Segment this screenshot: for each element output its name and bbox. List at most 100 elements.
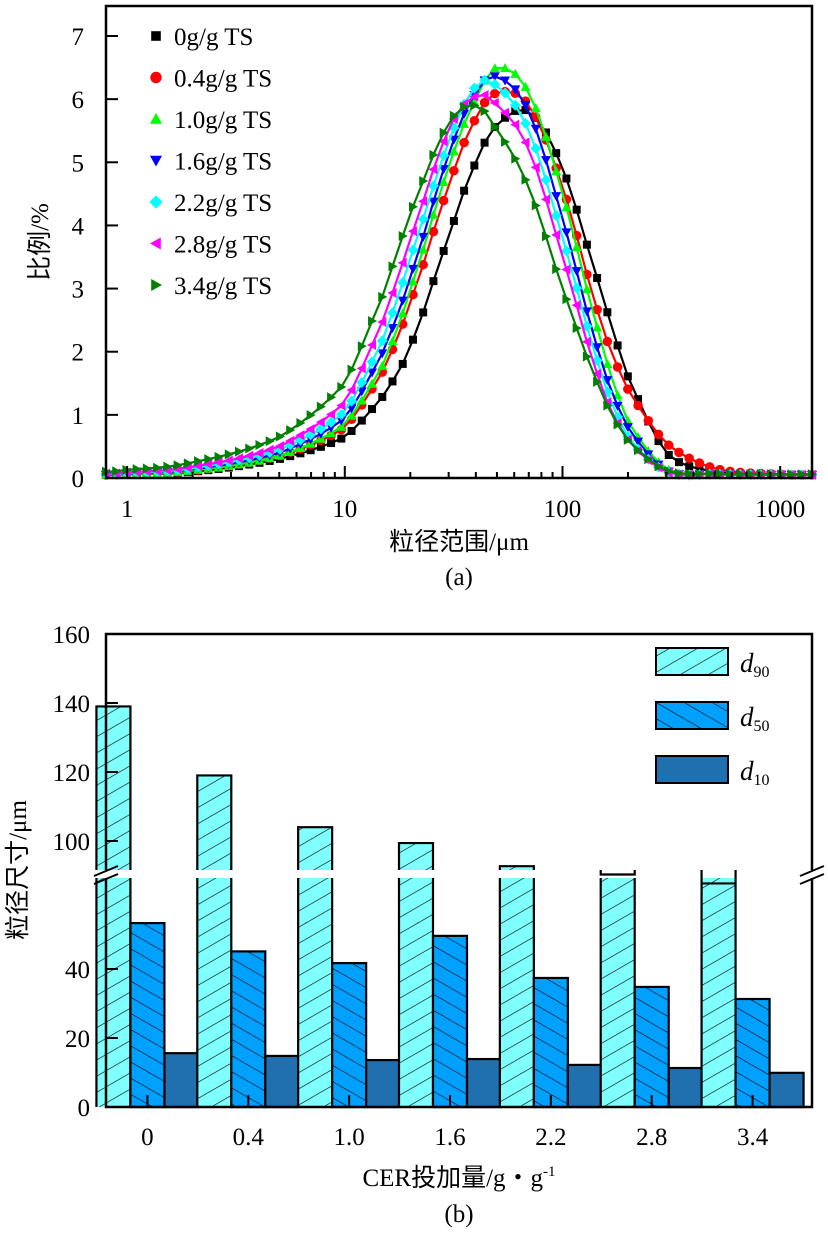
data-point (501, 136, 511, 147)
data-point (173, 460, 183, 471)
y-tick-label: 160 (53, 622, 91, 649)
bar-d50 (532, 976, 569, 1109)
data-point (274, 441, 284, 452)
data-point (418, 232, 429, 242)
data-point (489, 97, 499, 108)
data-point (245, 443, 255, 454)
bar-hatch (399, 878, 433, 1107)
data-point (664, 450, 673, 459)
data-point (439, 127, 449, 138)
data-point (571, 300, 581, 311)
data-point (592, 343, 603, 353)
data-point (500, 63, 511, 73)
bar-d10 (566, 1063, 603, 1109)
data-point (153, 462, 163, 473)
data-point (316, 442, 325, 451)
data-point (356, 387, 367, 397)
data-point (204, 454, 214, 465)
data-point (634, 395, 643, 404)
legend-item: d90 (655, 647, 770, 681)
data-point (561, 264, 571, 275)
legend-label: 3.4g/g TS (174, 273, 272, 300)
y-tick-label: 7 (72, 24, 85, 51)
data-point (356, 376, 368, 388)
x-tick-label: 2.2 (535, 1124, 566, 1151)
data-point (337, 434, 346, 443)
data-point (386, 307, 398, 319)
data-point (388, 261, 398, 272)
data-point (469, 91, 479, 102)
data-point (560, 245, 572, 257)
y-tick-label: 2 (72, 340, 85, 367)
bar-d90 (397, 841, 435, 1107)
y-tick-label: 140 (53, 691, 91, 718)
data-point (193, 460, 203, 471)
bar-hatch (231, 951, 266, 1107)
data-point (521, 106, 530, 115)
legend-marker (149, 195, 163, 209)
data-point (530, 162, 540, 173)
bar-d10 (667, 1066, 704, 1109)
data-point (254, 447, 264, 458)
data-point (326, 423, 337, 433)
data-point (285, 435, 295, 446)
bar-d10 (365, 1058, 402, 1109)
legend-label: 1.6g/g TS (174, 149, 272, 176)
data-point (613, 419, 623, 430)
data-point (581, 336, 591, 347)
data-point (674, 458, 683, 467)
bar-d90 (297, 826, 334, 1107)
axis-ticks: 0 1 2 3 4 5 6 7 1 10 100 1000 (72, 24, 806, 523)
data-point (418, 259, 428, 270)
data-point (316, 401, 326, 412)
data-point (428, 164, 438, 175)
data-point (551, 166, 562, 176)
data-point (336, 421, 347, 431)
bar-hatch (399, 843, 433, 870)
legend: 0g/g TS 0.4g/g TS 1.0g/g TS 1.6g/g TS 2.2g/g… (149, 24, 272, 300)
data-point (397, 257, 407, 268)
data-point (643, 416, 654, 426)
data-point (521, 174, 531, 185)
data-point (540, 194, 550, 205)
legend-swatch-border (655, 755, 729, 784)
data-point (325, 416, 337, 428)
panel-b: 0 20 40 100 120 140 160 0 0.4 1.0 1.6 2.2 2.8 3.4 d90… (4, 622, 825, 1228)
data-point (510, 85, 521, 95)
data-point (449, 110, 459, 121)
bar-hatch (735, 999, 770, 1107)
data-point (470, 161, 479, 170)
y-tick-label: 6 (72, 87, 85, 114)
bar-d50 (230, 950, 267, 1109)
data-point (499, 87, 511, 99)
data-point (336, 400, 346, 411)
data-point (552, 149, 561, 158)
bar-d90 (196, 774, 233, 1107)
plot-frame (93, 632, 825, 1109)
data-point (704, 462, 715, 472)
data-point (327, 438, 336, 447)
data-point (183, 458, 193, 469)
data-point (571, 267, 582, 277)
bar-d50 (633, 985, 670, 1109)
bar-group-3.4 (700, 870, 805, 1109)
data-point (520, 137, 530, 148)
data-point (581, 284, 592, 294)
bar-hatch (197, 775, 232, 870)
x-axis-label: 粒径范围/μm (389, 528, 529, 556)
data-point (623, 434, 633, 445)
data-point (417, 213, 429, 225)
series-line (105, 108, 813, 477)
bar-hatch (298, 878, 333, 1107)
data-point (489, 78, 501, 90)
break-mark (799, 865, 825, 877)
data-point (367, 378, 378, 388)
data-point (387, 336, 398, 346)
data-point (511, 106, 520, 115)
x-tick-label: 1000 (755, 496, 805, 523)
data-point (224, 449, 234, 460)
data-point (438, 165, 449, 175)
data-point (398, 231, 408, 242)
legend-item: 1.0g/g TS (150, 107, 272, 134)
data-point (633, 437, 644, 447)
